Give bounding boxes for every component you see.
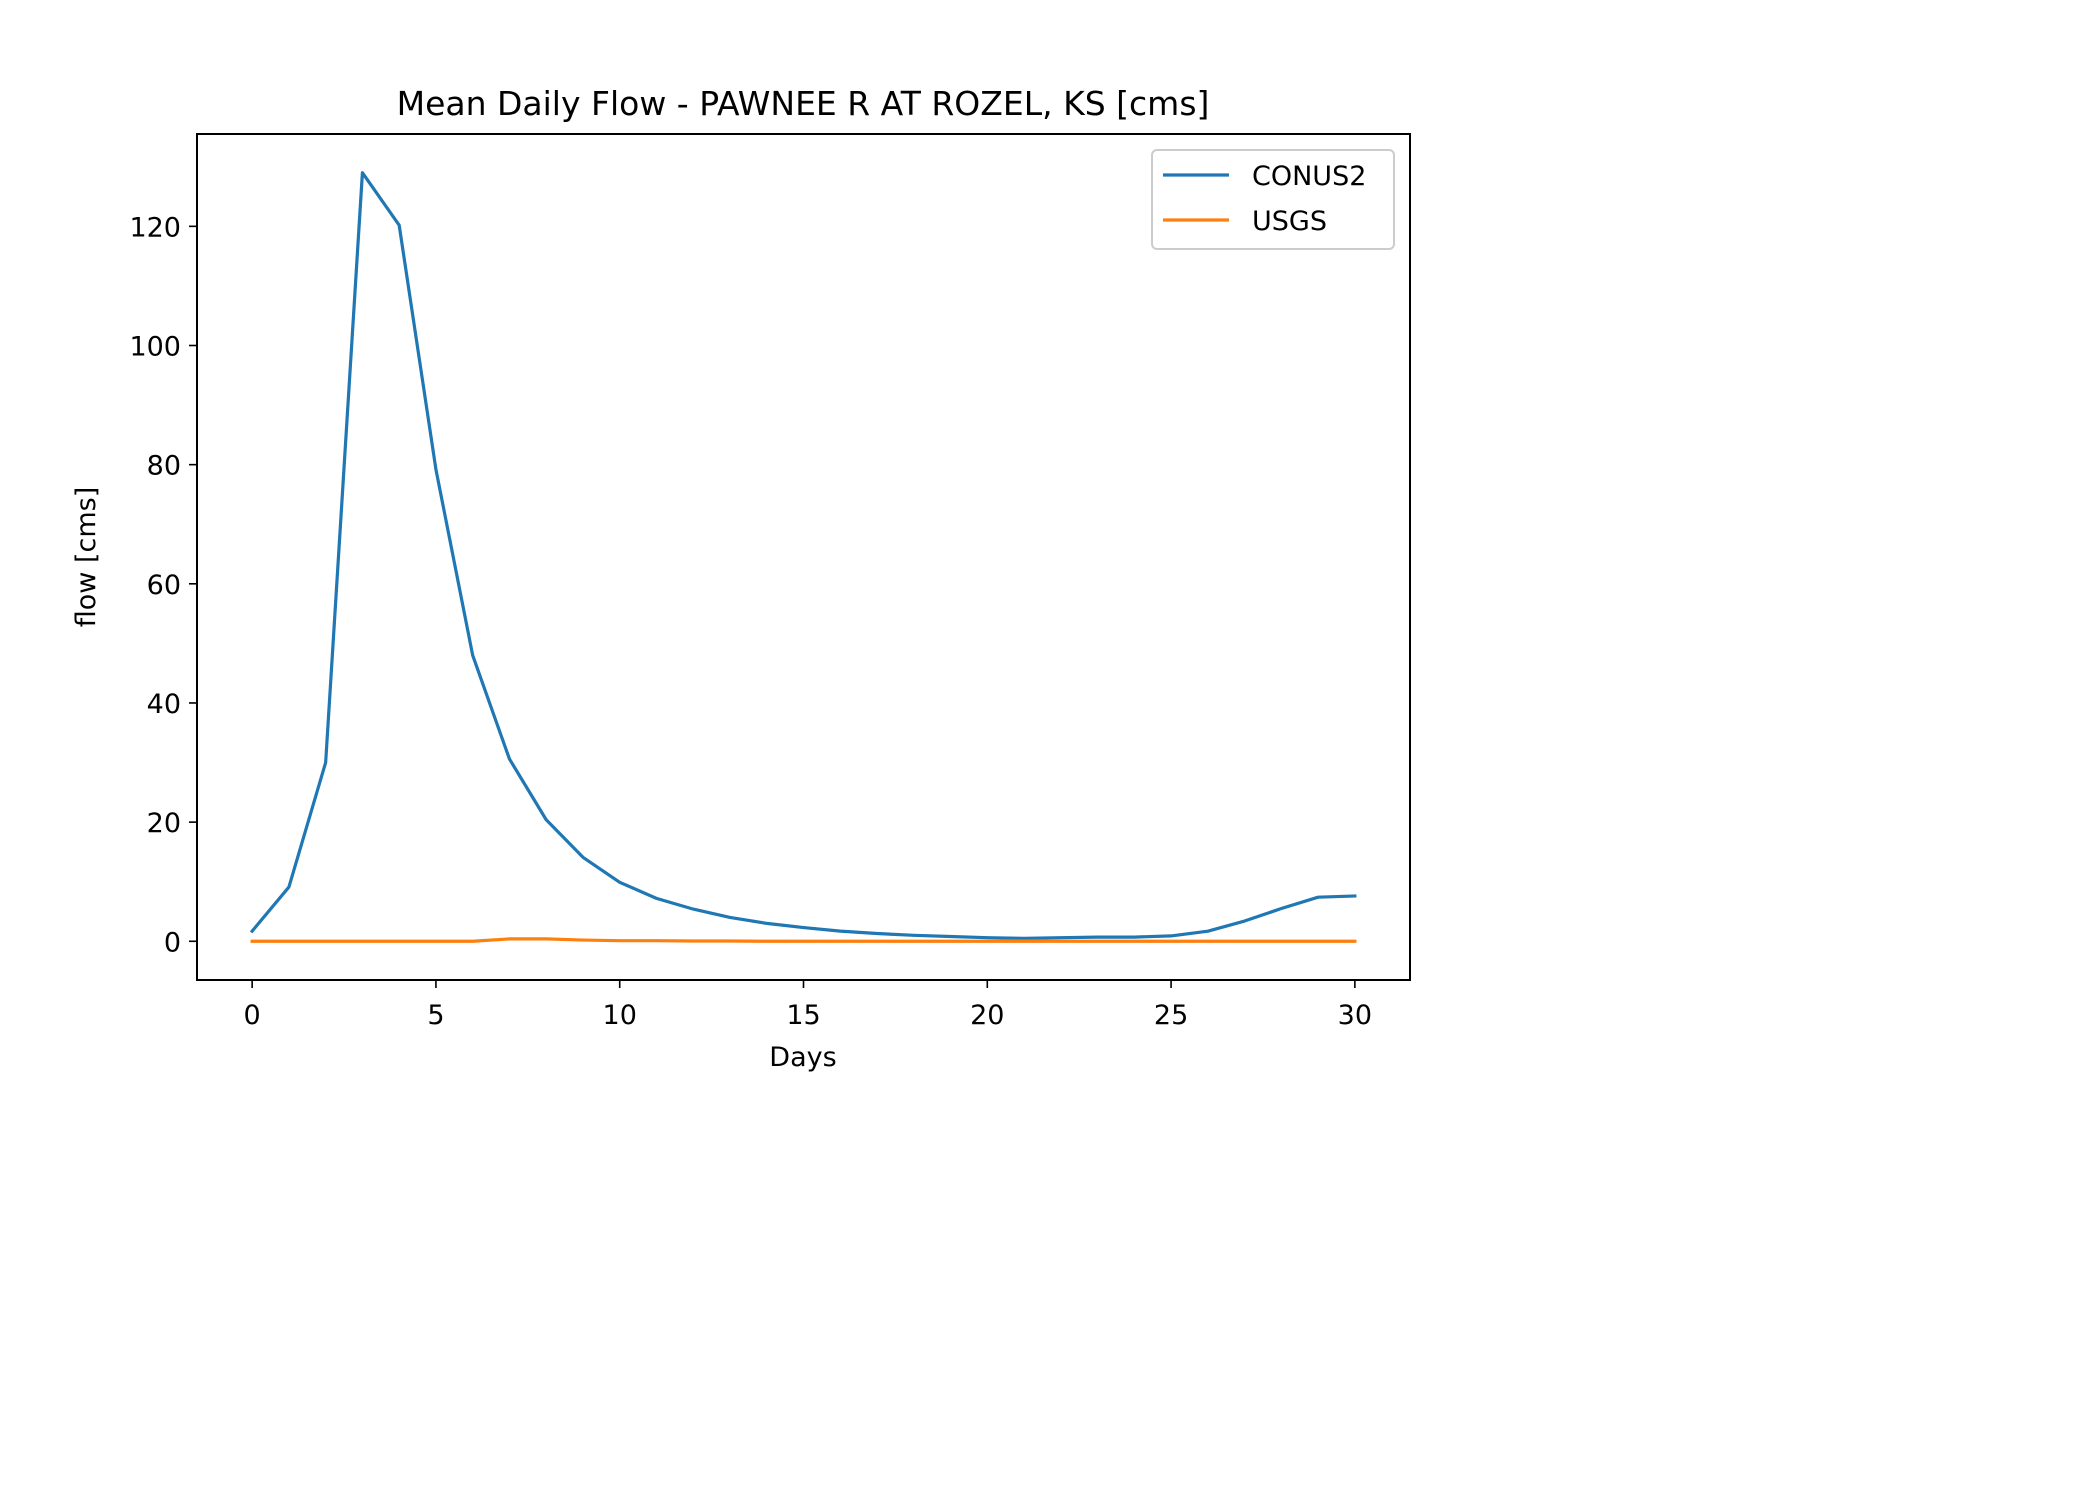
- x-tick-label: 15: [786, 1000, 820, 1031]
- legend-label-conus2: CONUS2: [1252, 161, 1366, 192]
- x-tick-label: 25: [1154, 1000, 1188, 1031]
- y-tick-label: 20: [147, 808, 181, 839]
- y-tick-label: 60: [147, 570, 181, 601]
- y-axis-ticks: 0 20 40 60 80 100 120: [129, 212, 197, 958]
- x-tick-label: 20: [970, 1000, 1004, 1031]
- chart-title: Mean Daily Flow - PAWNEE R AT ROZEL, KS …: [397, 84, 1210, 123]
- y-tick-label: 120: [129, 212, 181, 243]
- legend-label-usgs: USGS: [1252, 206, 1327, 237]
- x-axis-ticks: 0 5 10 15 20 25 30: [244, 980, 1372, 1031]
- legend: CONUS2 USGS: [1151, 149, 1395, 250]
- series-line-usgs: [250, 937, 1357, 943]
- y-tick-label: 40: [147, 689, 181, 720]
- plot-background: [197, 134, 1410, 980]
- y-tick-label: 100: [129, 332, 181, 363]
- y-axis-label: flow [cms]: [71, 487, 102, 627]
- series-line-conus2: [249, 171, 1357, 940]
- x-tick-label: 10: [603, 1000, 637, 1031]
- plot-area: [197, 134, 1410, 980]
- y-tick-label: 80: [147, 451, 181, 482]
- y-tick-label: 0: [164, 927, 181, 958]
- line-chart: Mean Daily Flow - PAWNEE R AT ROZEL, KS …: [71, 84, 1411, 1073]
- x-tick-label: 30: [1338, 1000, 1372, 1031]
- x-axis-label: Days: [769, 1042, 836, 1073]
- x-tick-label: 5: [427, 1000, 444, 1031]
- series-layer: [249, 171, 1357, 943]
- x-tick-label: 0: [244, 1000, 261, 1031]
